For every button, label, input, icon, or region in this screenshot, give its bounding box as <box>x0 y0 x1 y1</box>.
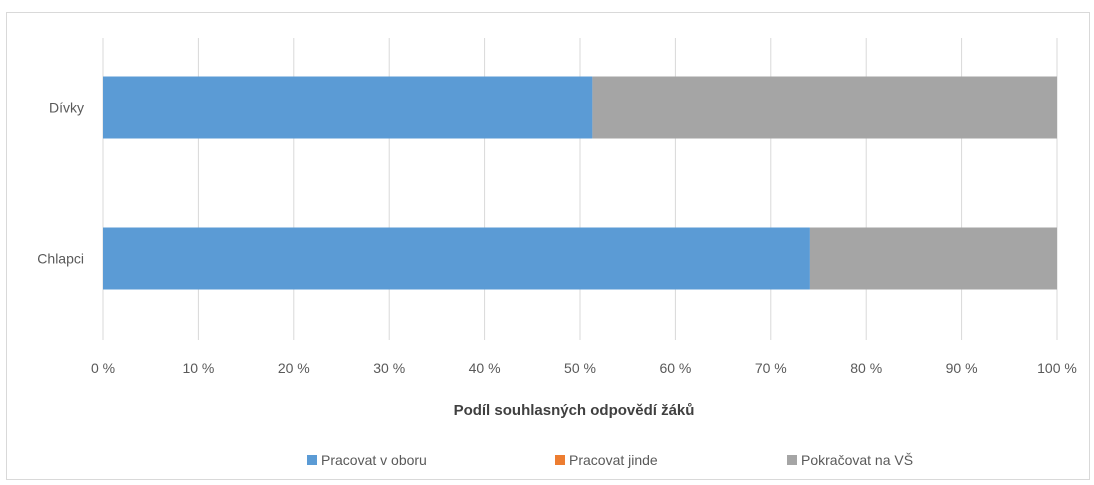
bar-segment <box>592 76 1057 139</box>
x-tick-label: 0 % <box>91 360 115 376</box>
legend-label: Pracovat v oboru <box>321 452 427 468</box>
x-axis-title: Podíl souhlasných odpovědí žáků <box>454 402 695 419</box>
bar-segment <box>103 76 593 139</box>
legend-swatch <box>555 455 565 465</box>
category-label: Dívky <box>49 100 84 116</box>
x-tick-label: 100 % <box>1037 360 1077 376</box>
legend-swatch <box>787 455 797 465</box>
legend-label: Pokračovat na VŠ <box>801 452 913 468</box>
category-label: Chlapci <box>37 251 84 267</box>
bar-segment <box>809 227 1057 290</box>
legend-label: Pracovat jinde <box>569 452 658 468</box>
x-tick-label: 70 % <box>755 360 787 376</box>
legend-swatch <box>307 455 317 465</box>
x-tick-label: 90 % <box>946 360 978 376</box>
legend: Pracovat v oboru Pracovat jinde Pokračovat… <box>307 452 913 468</box>
x-tick-label: 80 % <box>850 360 882 376</box>
bar-segment <box>103 227 810 290</box>
x-tick-label: 40 % <box>469 360 501 376</box>
bars <box>103 76 1057 290</box>
x-tick-label: 30 % <box>373 360 405 376</box>
x-tick-label: 20 % <box>278 360 310 376</box>
x-axis-ticks: 0 % 10 % 20 % 30 % 40 % 50 % 60 % 70 % 80 % 90 % 1… <box>91 360 1077 376</box>
x-tick-label: 60 % <box>659 360 691 376</box>
x-tick-label: 50 % <box>564 360 596 376</box>
x-tick-label: 10 % <box>182 360 214 376</box>
y-axis-categories: Dívky Chlapci <box>37 100 84 267</box>
